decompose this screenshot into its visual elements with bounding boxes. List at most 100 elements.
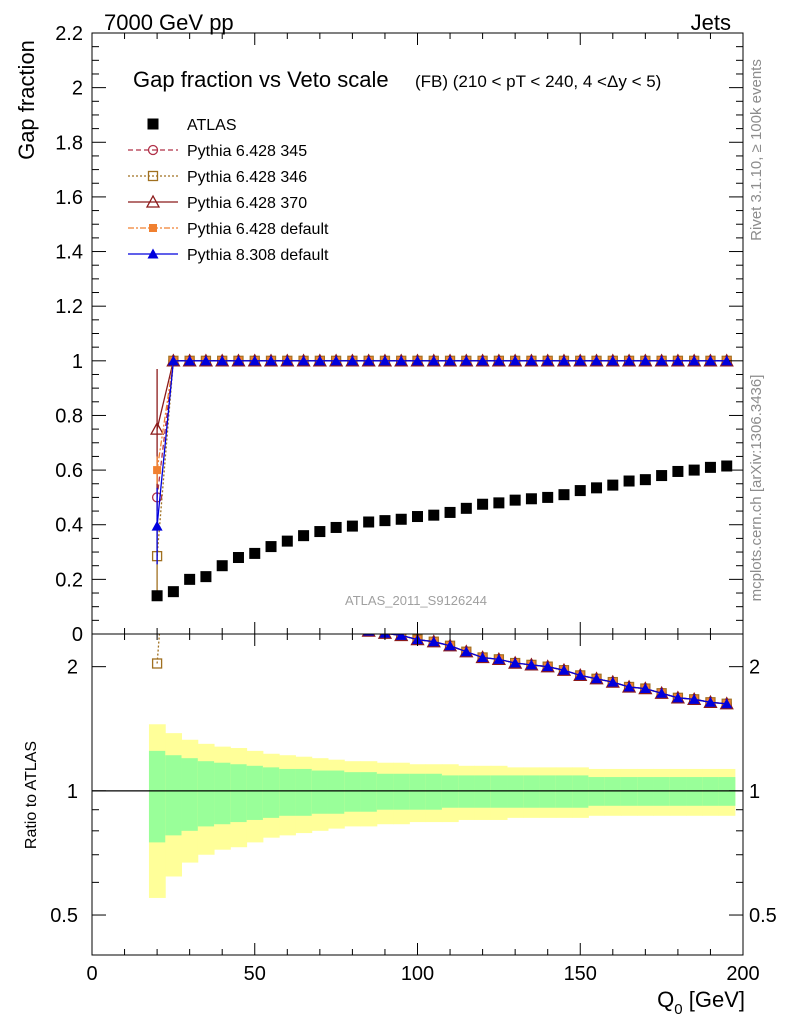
mc-point — [167, 355, 179, 366]
ratio-point — [151, 658, 163, 669]
main-panel-layer — [150, 353, 734, 602]
ratio-tick-label-right: 0.5 — [749, 905, 777, 927]
y-tick-label: 1 — [72, 351, 83, 373]
atlas-point — [428, 509, 440, 521]
ratio-band-inner — [441, 775, 459, 808]
ratio-point — [283, 593, 292, 602]
ratio-band-inner — [214, 762, 231, 825]
legend-label: Pythia 6.428 346 — [187, 169, 307, 186]
chart-subtitle: (FB) (210 < pT < 240, 4 <Δy < 5) — [415, 72, 661, 91]
analysis-label: ATLAS_2011_S9126244 — [345, 593, 487, 608]
mc-point — [216, 355, 228, 366]
mc-point — [150, 421, 165, 435]
mc-line-4 — [156, 360, 727, 471]
ratio-point — [315, 611, 324, 620]
ratio-point — [184, 497, 195, 507]
ratio-point — [721, 698, 733, 709]
ratio-point — [184, 497, 196, 508]
y-tick-label: 0.4 — [55, 515, 83, 537]
ratio-point — [218, 538, 227, 547]
mc-point — [672, 355, 684, 366]
atlas-point — [688, 464, 700, 476]
ratio-point — [185, 498, 194, 507]
ratio-band-inner — [393, 773, 410, 810]
ratio-point — [265, 581, 277, 592]
mc-line-5 — [156, 360, 727, 527]
ratio-point — [542, 661, 554, 672]
ratio-band-inner — [539, 775, 557, 808]
atlas-point — [525, 493, 537, 505]
y-tick-label: 1.4 — [55, 242, 83, 264]
mc-point — [184, 355, 196, 366]
atlas-point — [591, 482, 603, 494]
y-tick-label: 1.2 — [55, 296, 83, 318]
atlas-point — [151, 590, 163, 602]
ratio-band-inner — [474, 775, 492, 808]
ratio-tick-label-right: 1 — [749, 781, 760, 803]
ratio-point — [316, 611, 324, 619]
mc-point — [542, 355, 554, 366]
atlas-point — [558, 489, 570, 501]
legend-label: Pythia 6.428 370 — [187, 195, 307, 212]
mc-point — [346, 355, 358, 366]
ratio-point — [688, 693, 700, 704]
ratio-point — [348, 620, 357, 629]
mc-point — [153, 466, 162, 475]
ratio-tick-label: 2 — [67, 657, 78, 679]
mc-point — [281, 355, 293, 366]
atlas-point — [232, 552, 244, 564]
mc-point — [379, 355, 391, 366]
atlas-point — [721, 460, 733, 472]
ratio-point — [218, 538, 226, 546]
ratio-point — [283, 593, 292, 602]
ratio-point — [169, 452, 178, 461]
ratio-point — [348, 620, 356, 628]
ratio-panel-layer — [92, 451, 743, 898]
ratio-point — [558, 664, 570, 675]
ratio-point — [332, 618, 341, 627]
chart-title: Gap fraction vs Veto scale — [133, 67, 389, 92]
y-tick-label: 1.8 — [55, 132, 83, 154]
ratio-band-inner — [523, 775, 541, 808]
mc-point — [265, 355, 277, 366]
ratio-point — [656, 687, 668, 698]
ratio-band-inner — [197, 761, 215, 827]
ratio-point — [283, 594, 291, 602]
ratio-point — [167, 451, 179, 462]
atlas-point — [542, 491, 554, 503]
ratio-band-inner — [344, 772, 362, 812]
y-tick-label: 0.6 — [55, 460, 83, 482]
legend-label: ATLAS — [187, 117, 237, 134]
atlas-point — [249, 547, 261, 559]
ratio-point — [201, 507, 210, 516]
ratio-point — [249, 567, 260, 577]
ratio-point — [332, 618, 340, 626]
legend-marker — [147, 248, 159, 259]
ratio-point — [298, 602, 310, 613]
mc-line-2 — [156, 360, 727, 557]
ratio-band-inner — [295, 768, 313, 816]
mc-point — [477, 355, 489, 366]
ratio-band-inner — [311, 770, 329, 814]
mc-point — [412, 355, 423, 366]
ratio-point — [298, 602, 309, 612]
ratio-point — [574, 669, 586, 680]
y-axis-label: Gap fraction — [14, 40, 39, 160]
legend-label: Pythia 8.308 default — [187, 247, 329, 264]
atlas-point — [184, 573, 196, 585]
mc-point — [623, 355, 635, 366]
ratio-point — [428, 636, 440, 647]
ratio-tick-label: 1 — [67, 781, 78, 803]
mc-point — [232, 355, 244, 366]
mc-point — [314, 355, 326, 366]
legend-marker — [147, 144, 159, 156]
mc-point — [249, 355, 261, 366]
mc-point — [558, 355, 570, 366]
atlas-point — [167, 586, 179, 598]
mc-point — [330, 355, 342, 366]
atlas-point — [314, 526, 326, 538]
mc-point — [591, 355, 603, 366]
ratio-point — [200, 506, 211, 516]
ratio-point — [251, 568, 259, 576]
mc-point — [639, 355, 651, 366]
